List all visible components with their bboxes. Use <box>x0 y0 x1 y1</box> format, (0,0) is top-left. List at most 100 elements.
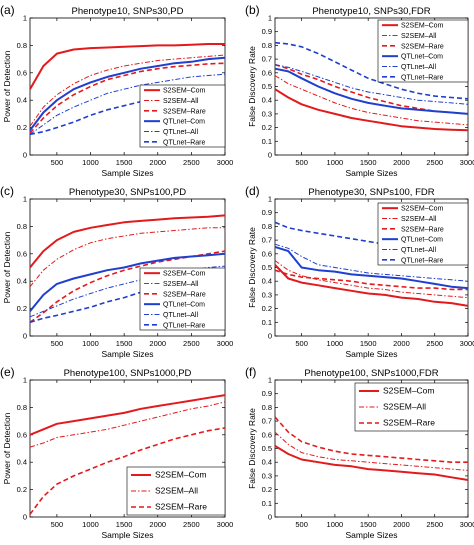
series-line-s2sem-com <box>274 88 469 132</box>
legend-label: S2SEM–All <box>155 486 198 496</box>
y-tick-label: 0.3 <box>262 290 272 299</box>
series-line-qtlnet-com <box>274 67 469 115</box>
x-tick-label: 3000 <box>217 520 234 529</box>
y-tick-label: 0.6 <box>262 430 272 439</box>
x-tick-label: 1000 <box>82 158 99 167</box>
legend-label: S2SEM–Com <box>155 470 207 480</box>
series-line-qtlnet-rare <box>29 85 226 136</box>
y-tick-label: 1 <box>23 376 27 385</box>
panel-2: (c) Phenotype30, SNPs100,PD 500 1000 1500 200… <box>0 184 233 359</box>
x-tick-label: 2000 <box>393 339 410 348</box>
panel-1: (b) Phenotype10, SNPs30,FDR 500 1000 1500 200… <box>245 3 474 178</box>
series-line-s2sem-com <box>29 214 226 269</box>
x-tick-label: 2000 <box>393 520 410 529</box>
y-tick-label: 0.6 <box>262 68 272 77</box>
legend-label: S2SEM–All <box>163 281 199 288</box>
legend-label: S2SEM–Rare <box>163 108 206 115</box>
series-line-s2sem-all <box>29 227 225 288</box>
y-tick-label: 0.4 <box>262 277 272 286</box>
y-tick-label: 1 <box>268 376 272 385</box>
x-tick-label: 500 <box>51 520 64 529</box>
y-tick-label: 1 <box>268 195 272 204</box>
x-axis-label: Sample Sizes <box>346 530 398 540</box>
series-line-s2sem-all <box>274 431 469 471</box>
y-axis-label: Power of Detection <box>2 50 12 122</box>
y-tick-label: 0.8 <box>262 222 272 231</box>
y-tick-label: 0.1 <box>262 318 272 327</box>
y-tick-label: 0.8 <box>262 403 272 412</box>
x-tick-label: 1000 <box>327 339 344 348</box>
x-tick-label: 2500 <box>426 520 443 529</box>
y-tick-label: 0.5 <box>262 444 272 453</box>
y-tick-label: 0.4 <box>17 96 27 105</box>
legend-label: QTLnet–All <box>401 247 436 254</box>
y-tick-label: 0.5 <box>262 263 272 272</box>
y-tick-label: 0.2 <box>262 485 272 494</box>
x-tick-label: 2500 <box>183 158 200 167</box>
x-tick-label: 2500 <box>426 339 443 348</box>
series-line-s2sem-all <box>29 54 226 127</box>
legend: S2SEM–Com S2SEM–All S2SEM–Rare QTLnet–Com QT… <box>139 84 226 148</box>
panel-5: (f) Phenotype100, SNPs1000,FDR 500 1000 1500… <box>245 365 474 540</box>
legend-box <box>377 202 469 266</box>
series-line-s2sem-all <box>29 401 226 448</box>
legend-label: S2SEM–Com <box>163 271 206 278</box>
series-line-qtlnet-all <box>29 73 226 135</box>
x-tick-label: 2000 <box>149 520 166 529</box>
legend-label: S2SEM–Com <box>401 206 444 213</box>
series-line-s2sem-rare <box>274 416 468 464</box>
y-tick-label: 0.4 <box>17 458 27 467</box>
series-line-qtlnet-com <box>29 252 226 312</box>
legend: S2SEM–Com S2SEM–All S2SEM–Rare QTLnet–Com QT… <box>377 202 469 266</box>
y-tick-label: 0.8 <box>17 41 27 50</box>
x-tick-label: 2500 <box>183 339 200 348</box>
y-tick-label: 0.9 <box>262 208 272 217</box>
y-tick-label: 0 <box>268 332 272 341</box>
y-tick-label: 0.6 <box>17 249 27 258</box>
y-tick-label: 1 <box>23 195 27 204</box>
y-tick-label: 0.2 <box>17 304 27 313</box>
y-tick-label: 0.8 <box>262 41 272 50</box>
y-axis-label: False Discovery Rate <box>247 227 257 308</box>
legend-box <box>377 19 469 83</box>
legend-label: S2SEM–Rare <box>163 291 206 298</box>
panel-title: Phenotype10, SNPs30,FDR <box>312 6 430 17</box>
x-tick-label: 500 <box>295 520 308 529</box>
x-tick-label: 1500 <box>116 339 133 348</box>
series-line-s2sem-rare <box>274 269 468 291</box>
legend-box <box>139 267 226 331</box>
y-tick-label: 0.6 <box>17 68 27 77</box>
x-tick-label: 1000 <box>82 339 99 348</box>
y-axis-label: Power of Detection <box>2 231 12 303</box>
x-tick-label: 500 <box>51 339 64 348</box>
legend-label: QTLnet–All <box>163 129 198 136</box>
legend: S2SEM–Com S2SEM–All S2SEM–Rare <box>126 466 226 516</box>
y-tick-label: 0.2 <box>262 304 272 313</box>
x-tick-label: 1000 <box>327 520 344 529</box>
x-tick-label: 2000 <box>149 339 166 348</box>
y-tick-label: 0 <box>268 513 272 522</box>
legend-label: S2SEM–Rare <box>401 43 444 50</box>
x-tick-label: 3000 <box>460 339 474 348</box>
y-tick-label: 0 <box>23 151 27 160</box>
x-tick-label: 2000 <box>149 158 166 167</box>
x-tick-label: 1000 <box>327 158 344 167</box>
series-line-qtlnet-com <box>29 56 226 131</box>
series-line-s2sem-rare <box>274 63 469 115</box>
y-tick-label: 1 <box>268 14 272 23</box>
panel-title: Phenotype100, SNPs1000,PD <box>64 368 192 379</box>
x-tick-label: 1500 <box>116 158 133 167</box>
x-tick-label: 3000 <box>460 158 474 167</box>
legend-label: S2SEM–Com <box>163 88 206 95</box>
series-line-qtlnet-rare <box>274 41 469 100</box>
y-axis-label: False Discovery Rate <box>247 46 257 127</box>
legend-label: QTLnet–Com <box>401 54 443 61</box>
x-axis-label: Sample Sizes <box>102 530 154 540</box>
y-tick-label: 0.8 <box>17 403 27 412</box>
y-tick-label: 0.2 <box>17 485 27 494</box>
legend-label: S2SEM–All <box>401 33 437 40</box>
y-tick-label: 0.5 <box>262 82 272 91</box>
x-tick-label: 500 <box>295 339 308 348</box>
y-tick-label: 0.9 <box>262 27 272 36</box>
x-tick-label: 3000 <box>460 520 474 529</box>
